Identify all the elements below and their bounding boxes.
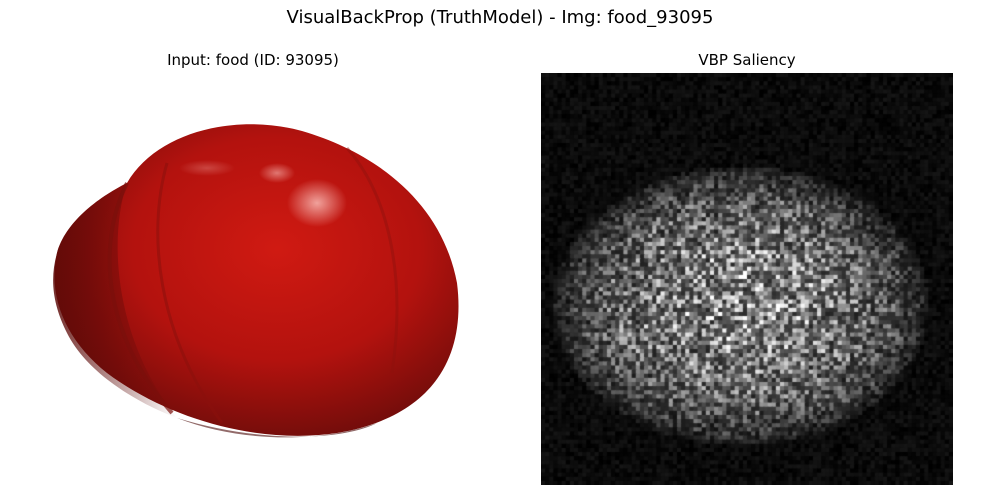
saliency-map-title: VBP Saliency <box>698 51 796 69</box>
input-image-panel <box>47 73 459 485</box>
saliency-map-panel <box>541 73 953 485</box>
figure-title: VisualBackProp (TruthModel) - Img: food_… <box>286 7 714 28</box>
saliency-heatmap <box>541 73 953 485</box>
tomato-body <box>54 124 459 436</box>
tomato-image <box>53 124 459 438</box>
input-image-title: Input: food (ID: 93095) <box>167 51 339 69</box>
